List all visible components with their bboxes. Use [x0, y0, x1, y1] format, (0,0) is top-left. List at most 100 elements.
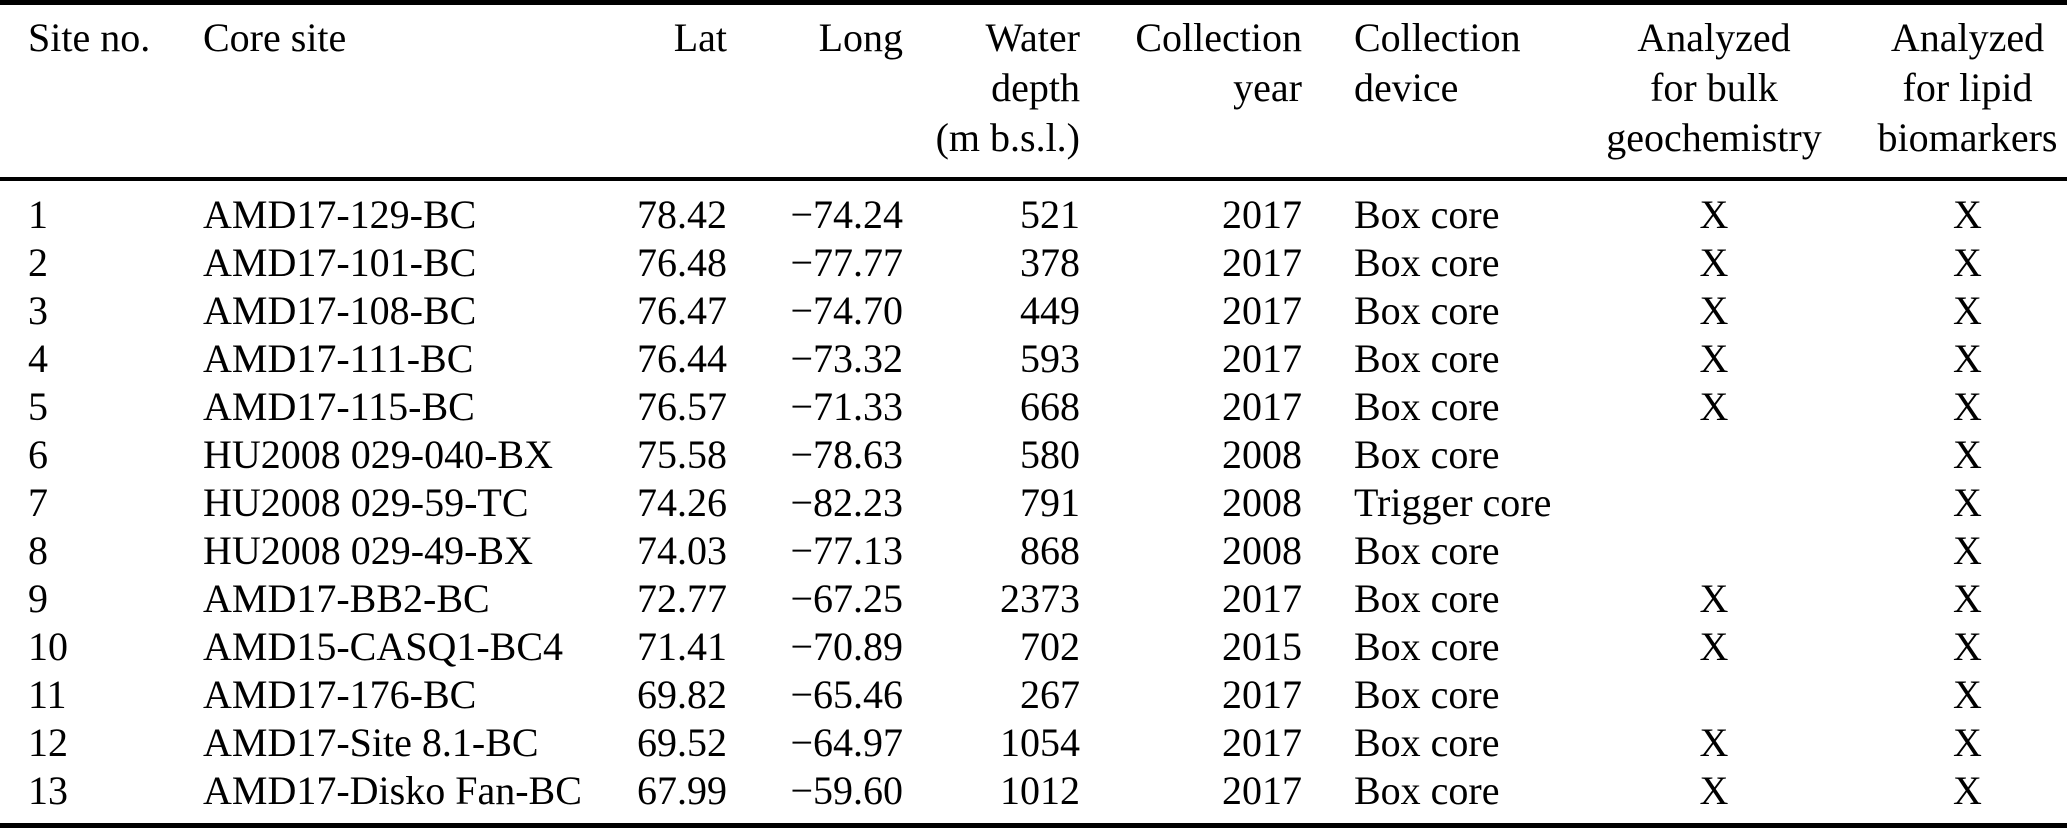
column-header-lat: Lat	[615, 2, 727, 181]
cell-collection_device: Trigger core	[1354, 480, 1552, 525]
column-header-line: geochemistry	[1606, 115, 1822, 160]
header-row: Site no. Core site Lat Long Water depth (m b.s…	[0, 2, 2067, 181]
cell-analyzed_bulk_geochemistry	[1560, 671, 1868, 719]
cell-collection_year: 2017	[1222, 192, 1302, 237]
column-header-line: Analyzed	[1890, 15, 2045, 60]
column-header-line: device	[1354, 65, 1459, 110]
cell-water_depth: 668	[1020, 384, 1080, 429]
table-row: 1 AMD17-129-BC 78.42 −74.24 521 2017 Box core X…	[0, 179, 2067, 239]
cell-water_depth: 1012	[1000, 768, 1080, 813]
cell-long: −74.24	[790, 192, 903, 237]
column-header-line: Core site	[203, 15, 347, 60]
table-row: 10 AMD15-CASQ1-BC4 71.41 −70.89 702 2015 Box c…	[0, 623, 2067, 671]
table-row: 12 AMD17-Site 8.1-BC 69.52 −64.97 1054 2017 Bo…	[0, 719, 2067, 767]
cell-water_depth: 267	[1020, 672, 1080, 717]
cell-analyzed_bulk_geochemistry	[1560, 431, 1868, 479]
cell-collection_year: 2017	[1222, 336, 1302, 381]
table-header: Site no. Core site Lat Long Water depth (m b.s…	[0, 2, 2067, 181]
column-header-water_depth: Water depth (m b.s.l.)	[903, 2, 1081, 181]
cell-analyzed_bulk_geochemistry	[1560, 479, 1868, 527]
cell-analyzed_bulk_geochemistry: X	[1699, 288, 1729, 333]
cell-site_no: 6	[28, 432, 48, 477]
cell-lat: 69.52	[637, 720, 727, 765]
cell-water_depth: 521	[1020, 192, 1080, 237]
cell-long: −59.60	[790, 768, 903, 813]
cell-long: −67.25	[790, 576, 903, 621]
cell-collection_year: 2008	[1222, 480, 1302, 525]
cell-long: −64.97	[790, 720, 903, 765]
cell-site_no: 12	[28, 720, 68, 765]
cell-long: −73.32	[790, 336, 903, 381]
cell-lat: 71.41	[637, 624, 727, 669]
cell-collection_device: Box core	[1354, 672, 1500, 717]
cell-analyzed_lipid_biomarkers: X	[1953, 288, 1982, 333]
cell-water_depth: 449	[1020, 288, 1080, 333]
cell-lat: 76.44	[637, 336, 727, 381]
cell-collection_device: Box core	[1354, 576, 1500, 621]
cell-site_no: 4	[28, 336, 48, 381]
cell-core_site: AMD17-Site 8.1-BC	[203, 720, 539, 765]
column-header-line: for lipid	[1902, 65, 2033, 110]
cell-long: −71.33	[790, 384, 903, 429]
table-body: 1 AMD17-129-BC 78.42 −74.24 521 2017 Box core X…	[0, 179, 2067, 826]
cell-analyzed_bulk_geochemistry: X	[1699, 336, 1729, 381]
cell-site_no: 2	[28, 240, 48, 285]
column-header-line: Collection	[1354, 15, 1521, 60]
cell-analyzed_lipid_biomarkers: X	[1953, 384, 1982, 429]
cell-collection_year: 2015	[1222, 624, 1302, 669]
cell-long: −77.77	[790, 240, 903, 285]
cell-analyzed_bulk_geochemistry: X	[1699, 384, 1729, 429]
cell-site_no: 9	[28, 576, 48, 621]
column-header-collection_device: Collection device	[1302, 2, 1560, 181]
cell-water_depth: 2373	[1000, 576, 1080, 621]
cell-analyzed_lipid_biomarkers: X	[1953, 624, 1982, 669]
column-header-long: Long	[727, 2, 903, 181]
column-header-line: Collection	[1135, 15, 1302, 60]
cell-collection_year: 2008	[1222, 432, 1302, 477]
table-row: 9 AMD17-BB2-BC 72.77 −67.25 2373 2017 Box core…	[0, 575, 2067, 623]
cell-collection_year: 2017	[1222, 768, 1302, 813]
cell-lat: 76.48	[637, 240, 727, 285]
cell-core_site: AMD17-BB2-BC	[203, 576, 490, 621]
cell-analyzed_bulk_geochemistry: X	[1699, 720, 1729, 765]
cell-lat: 67.99	[637, 768, 727, 813]
cell-long: −74.70	[790, 288, 903, 333]
column-header-line: Analyzed	[1637, 15, 1791, 60]
table-row: 11 AMD17-176-BC 69.82 −65.46 267 2017 Box core…	[0, 671, 2067, 719]
column-header-line: Water	[985, 15, 1081, 60]
column-header-line: for bulk	[1650, 65, 1778, 110]
cell-lat: 76.57	[637, 384, 727, 429]
column-header-line: depth	[991, 65, 1080, 110]
cell-analyzed_lipid_biomarkers: X	[1953, 192, 1982, 237]
table-row: 5 AMD17-115-BC 76.57 −71.33 668 2017 Box core X…	[0, 383, 2067, 431]
cell-lat: 72.77	[637, 576, 727, 621]
cell-core_site: HU2008 029-040-BX	[203, 432, 553, 477]
cell-long: −77.13	[790, 528, 903, 573]
cell-collection_device: Box core	[1354, 528, 1500, 573]
cell-analyzed_lipid_biomarkers: X	[1953, 528, 1982, 573]
cell-long: −70.89	[790, 624, 903, 669]
cell-core_site: AMD17-111-BC	[203, 336, 474, 381]
cell-core_site: AMD17-101-BC	[203, 240, 477, 285]
table-row: 2 AMD17-101-BC 76.48 −77.77 378 2017 Box core X…	[0, 239, 2067, 287]
cell-core_site: HU2008 029-49-BX	[203, 528, 533, 573]
cell-water_depth: 593	[1020, 336, 1080, 381]
column-header-line: biomarkers	[1877, 115, 2058, 160]
cell-collection_year: 2008	[1222, 528, 1302, 573]
cell-water_depth: 378	[1020, 240, 1080, 285]
cell-analyzed_lipid_biomarkers: X	[1953, 576, 1982, 621]
cell-water_depth: 702	[1020, 624, 1080, 669]
cell-collection_year: 2017	[1222, 384, 1302, 429]
cell-collection_device: Box core	[1354, 240, 1500, 285]
cell-long: −78.63	[790, 432, 903, 477]
cell-collection_year: 2017	[1222, 288, 1302, 333]
cell-site_no: 10	[28, 624, 68, 669]
cell-water_depth: 791	[1020, 480, 1080, 525]
cell-core_site: AMD17-115-BC	[203, 384, 475, 429]
cell-collection_year: 2017	[1222, 720, 1302, 765]
cell-analyzed_bulk_geochemistry: X	[1699, 624, 1729, 669]
cell-core_site: AMD17-176-BC	[203, 672, 477, 717]
cell-core_site: AMD15-CASQ1-BC4	[203, 624, 564, 669]
